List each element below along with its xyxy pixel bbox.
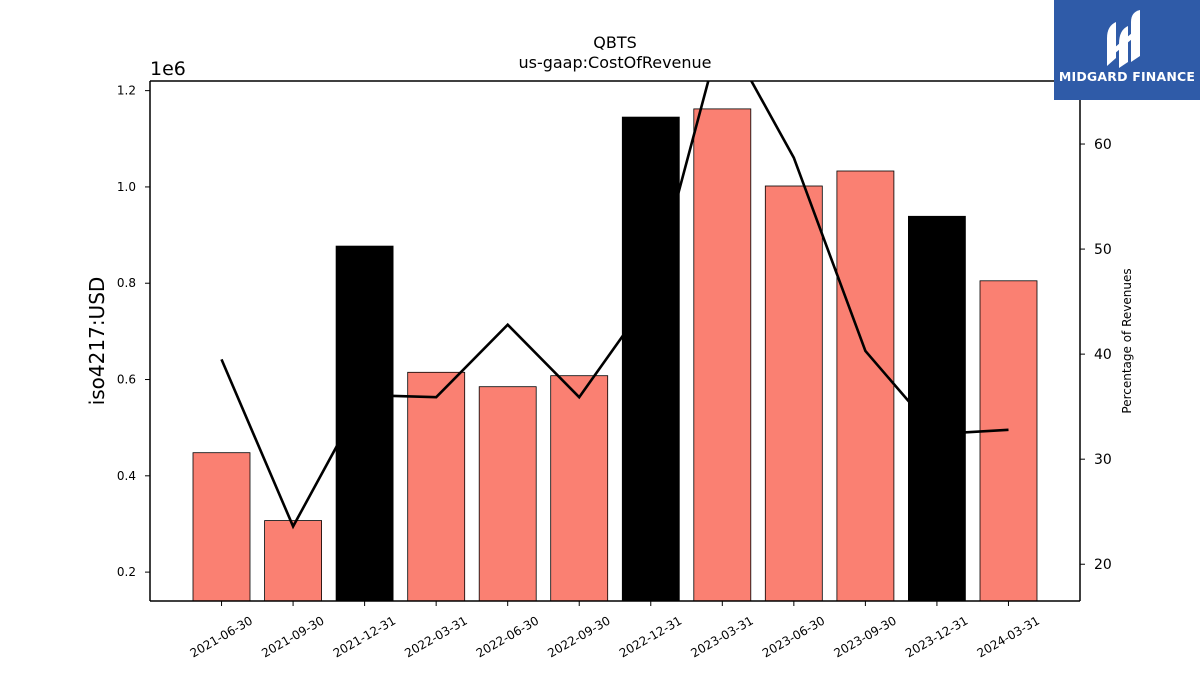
bar (908, 215, 966, 601)
bar (764, 185, 823, 601)
x-tick-label: 2024-03-31 (975, 613, 1042, 660)
bar (836, 170, 895, 601)
y2-tick-label: 30 (1094, 452, 1112, 468)
y-tick-label: 0.4 (117, 469, 136, 483)
x-tick-label: 2022-09-30 (545, 613, 612, 660)
y-tick-label: 1.0 (117, 180, 136, 194)
x-tick-label: 2023-12-31 (903, 613, 970, 660)
x-tick-label: 2022-03-31 (402, 613, 469, 660)
midgard-finance-logo: MIDGARD FINANCE (1054, 0, 1200, 100)
logo-text: MIDGARD FINANCE (1058, 69, 1196, 84)
bar (264, 520, 323, 601)
bar (621, 116, 680, 601)
y-tick-label: 1.2 (117, 84, 136, 98)
x-tick-label: 2021-06-30 (188, 613, 255, 660)
y2-tick-label: 50 (1094, 242, 1112, 258)
y2-tick-label: 20 (1094, 557, 1112, 573)
y2-tick-label: 40 (1094, 347, 1112, 363)
y-tick-label: 0.6 (117, 373, 136, 387)
x-tick-label: 2021-09-30 (259, 613, 326, 660)
chart-subtitle: us-gaap:CostOfRevenue (518, 53, 711, 72)
x-tick-label: 2023-06-30 (760, 613, 827, 660)
bar (192, 452, 251, 601)
bar (550, 375, 609, 601)
bars-group (192, 108, 1038, 601)
bar (335, 245, 394, 601)
y-tick-label: 0.2 (117, 565, 136, 579)
x-tick-label: 2023-09-30 (831, 613, 898, 660)
x-tick-label: 2022-12-31 (617, 613, 684, 660)
y-axis-label: iso4217:USD (85, 277, 109, 406)
x-tick-label: 2021-12-31 (331, 613, 398, 660)
y2-tick-label: 60 (1094, 137, 1112, 153)
x-tick-label: 2023-03-31 (688, 613, 755, 660)
chart-title: QBTS (593, 33, 637, 52)
percentage-line (220, 81, 1009, 530)
y2-axis-label: Percentage of Revenues (1120, 268, 1134, 413)
logo-mark-icon (1107, 10, 1140, 68)
bar (693, 108, 752, 601)
y-tick-label: 0.8 (117, 276, 136, 290)
y-offset-label: 1e6 (150, 58, 186, 80)
bar (979, 280, 1038, 601)
line-group (220, 81, 1009, 530)
x-tick-label: 2022-06-30 (474, 613, 541, 660)
bar (478, 386, 537, 601)
bar (407, 371, 466, 601)
